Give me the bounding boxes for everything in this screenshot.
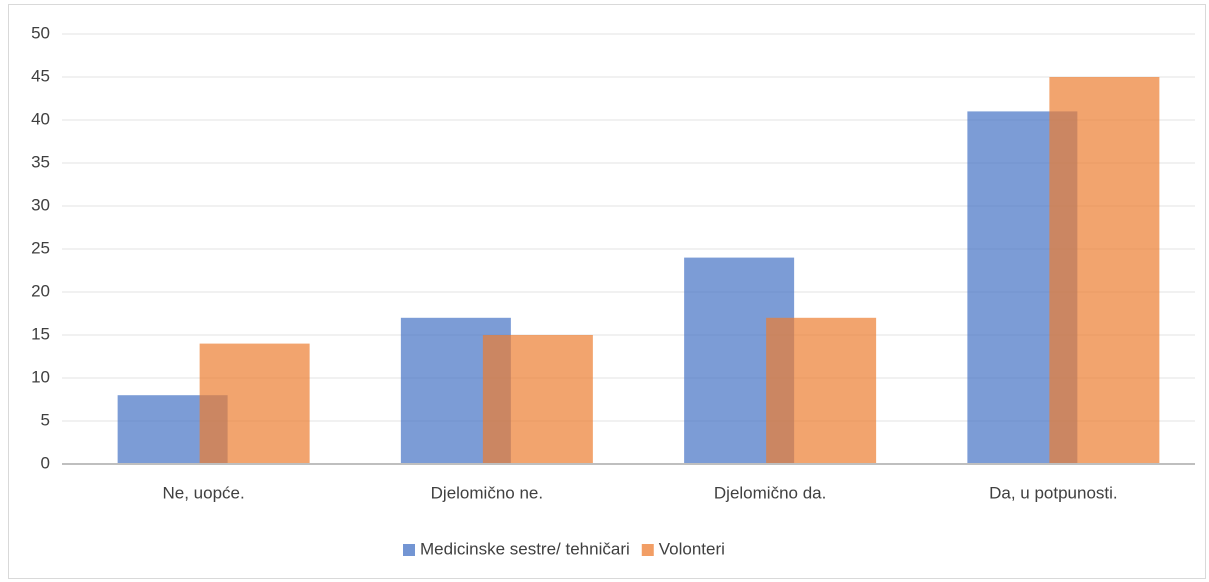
- y-tick-label: 15: [31, 324, 50, 343]
- bar: [766, 317, 877, 464]
- y-tick-label: 45: [31, 66, 50, 85]
- y-tick-label: 40: [31, 109, 50, 128]
- y-tick-label: 30: [31, 195, 50, 214]
- legend-label: Volonteri: [659, 539, 725, 558]
- x-tick-label: Da, u potpunosti.: [989, 483, 1118, 502]
- y-tick-label: 50: [31, 23, 50, 42]
- bar: [1049, 77, 1160, 464]
- bar: [482, 335, 593, 464]
- y-tick-label: 5: [41, 410, 50, 429]
- legend-swatch: [403, 544, 415, 556]
- y-tick-label: 35: [31, 152, 50, 171]
- y-tick-label: 0: [41, 453, 50, 472]
- y-tick-label: 10: [31, 367, 50, 386]
- x-tick-label: Djelomično da.: [714, 483, 826, 502]
- x-tick-label: Djelomično ne.: [431, 483, 543, 502]
- bar: [199, 343, 310, 464]
- legend-label: Medicinske sestre/ tehničari: [420, 539, 630, 558]
- legend-swatch: [641, 544, 654, 556]
- y-tick-label: 20: [31, 281, 50, 300]
- y-tick-label: 25: [31, 238, 50, 257]
- x-tick-label: Ne, uopće.: [163, 483, 245, 502]
